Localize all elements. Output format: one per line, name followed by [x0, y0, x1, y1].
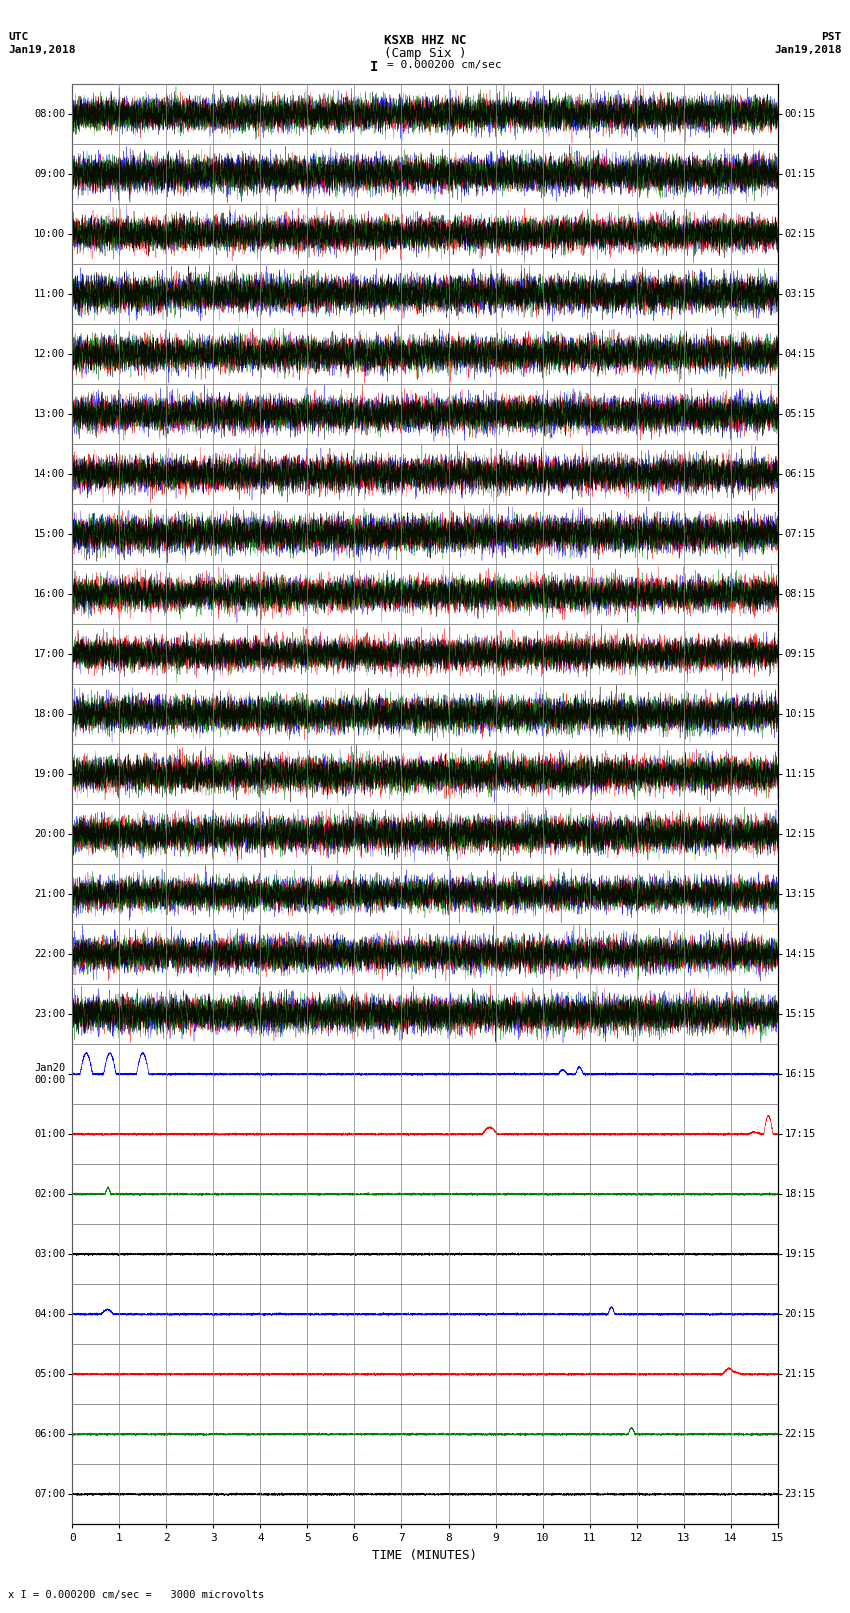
Text: Jan19,2018: Jan19,2018: [8, 45, 76, 55]
Text: PST: PST: [821, 32, 842, 42]
Text: KSXB HHZ NC: KSXB HHZ NC: [383, 34, 467, 47]
Text: = 0.000200 cm/sec: = 0.000200 cm/sec: [387, 60, 501, 69]
Text: UTC: UTC: [8, 32, 29, 42]
Text: I: I: [370, 60, 378, 74]
Text: Jan19,2018: Jan19,2018: [774, 45, 842, 55]
Text: (Camp Six ): (Camp Six ): [383, 47, 467, 60]
X-axis label: TIME (MINUTES): TIME (MINUTES): [372, 1548, 478, 1561]
Text: x I = 0.000200 cm/sec =   3000 microvolts: x I = 0.000200 cm/sec = 3000 microvolts: [8, 1590, 264, 1600]
